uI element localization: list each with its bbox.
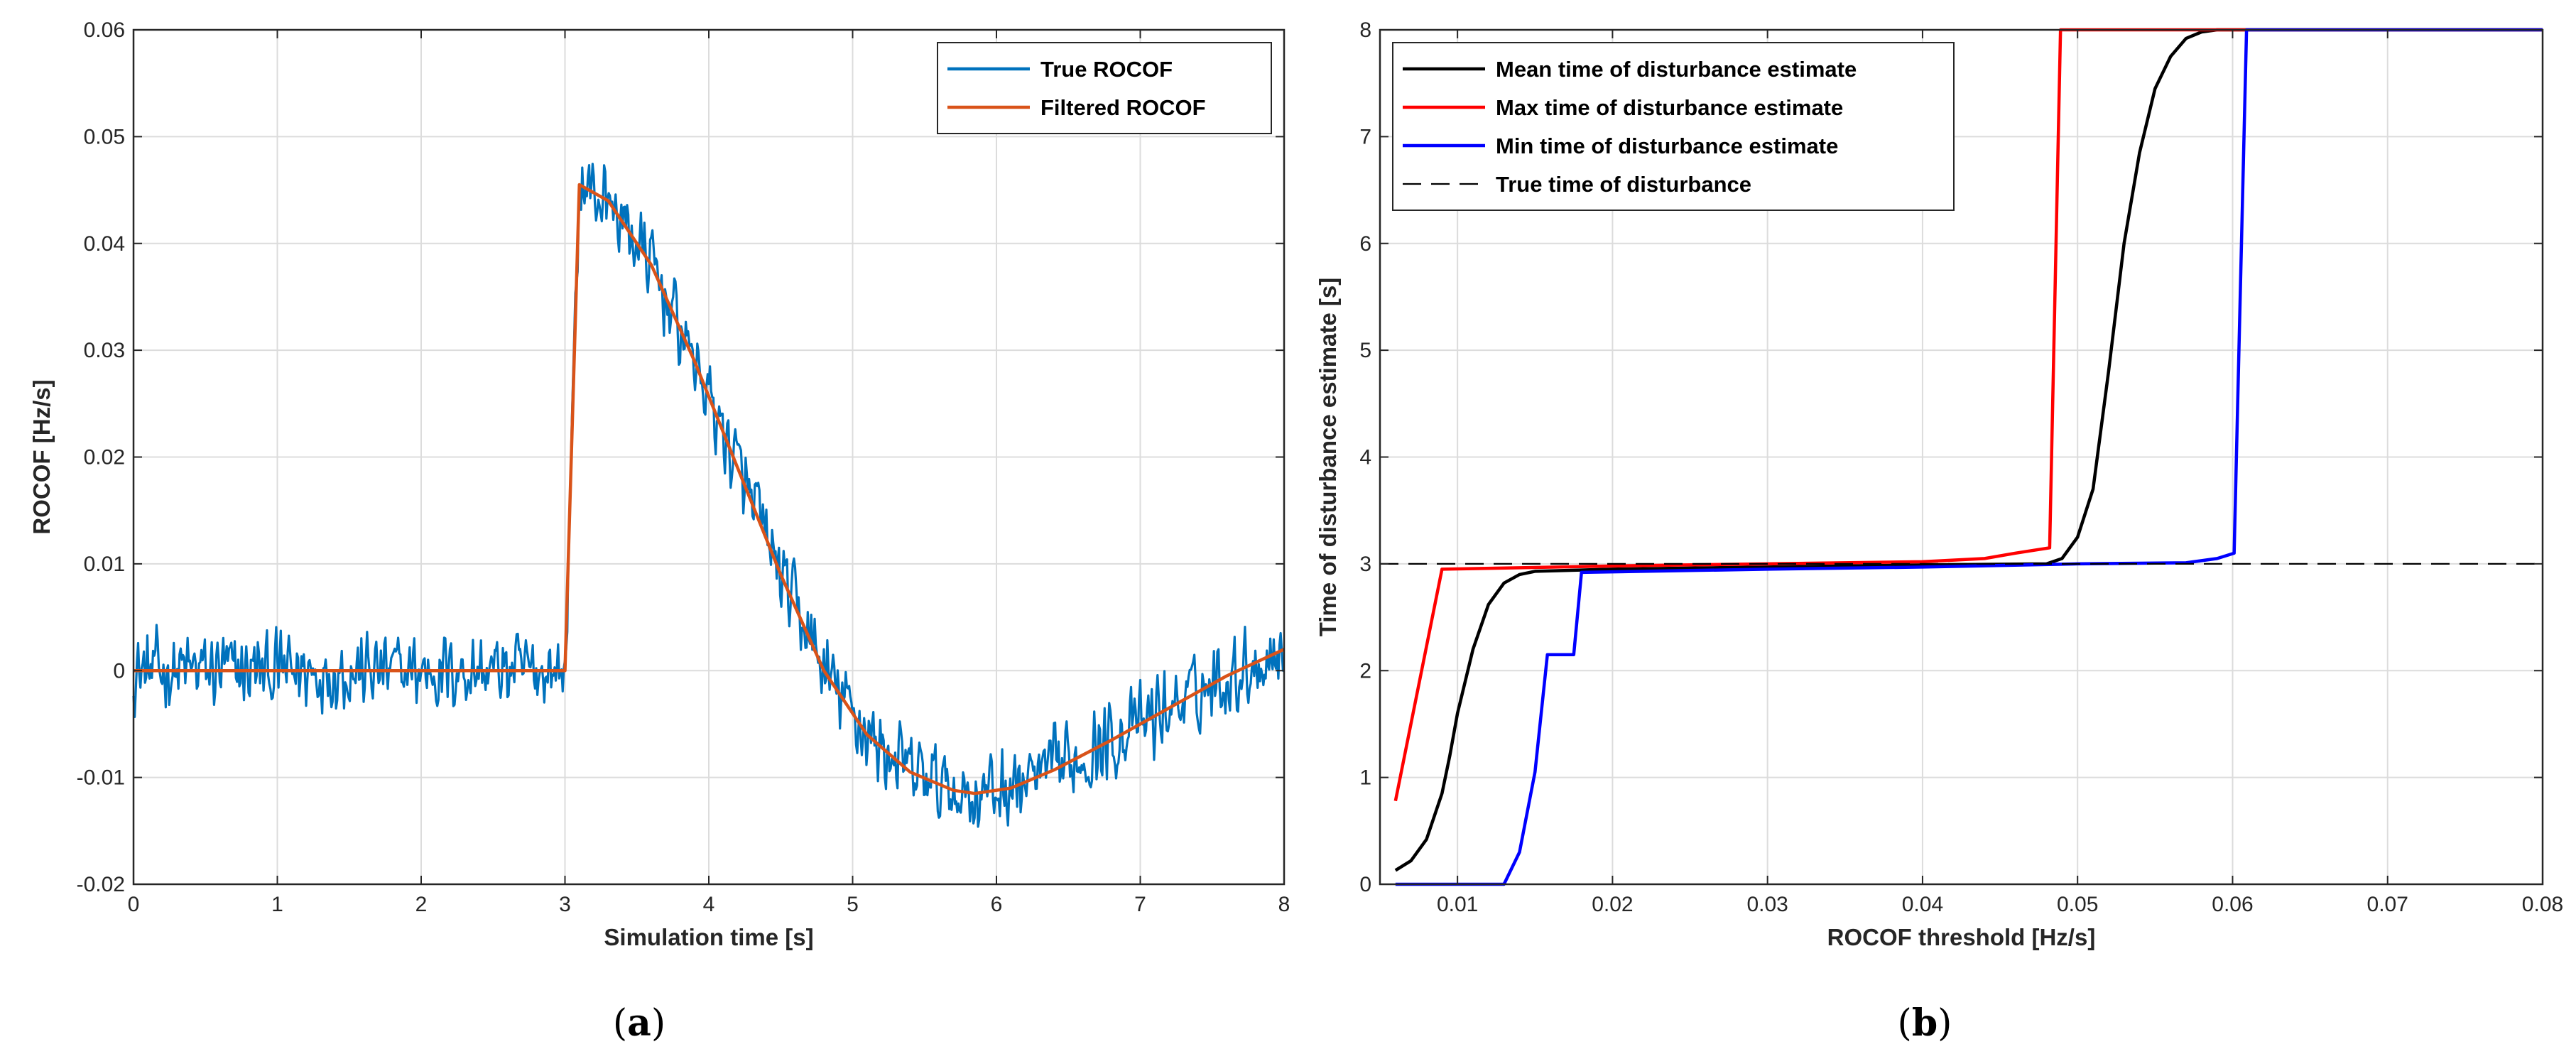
y-tick-label: 0.01 <box>84 553 125 576</box>
legend-entry: Filtered ROCOF <box>1040 95 1206 120</box>
y-tick-label: -0.01 <box>77 766 125 790</box>
y-tick-label: 0 <box>113 659 125 683</box>
legend: True ROCOF Filtered ROCOF <box>937 42 1272 134</box>
caption-a-letter: a <box>627 1001 651 1045</box>
y-tick-label: 0.02 <box>84 446 125 469</box>
y-tick-label: 3 <box>1359 553 1371 576</box>
caption-b-letter: b <box>1912 1001 1938 1045</box>
x-tick-label: 0.03 <box>1746 893 1788 916</box>
y-tick-label: 0 <box>1359 873 1371 896</box>
caption-a: (a) <box>613 1001 665 1045</box>
x-tick-label: 0.05 <box>2057 893 2098 916</box>
legend: Mean time of disturbance estimate Max tim… <box>1392 42 1955 211</box>
x-axis-label: Simulation time [s] <box>604 924 813 950</box>
y-tick-label: 0.05 <box>84 125 125 148</box>
y-tick-label: 2 <box>1359 659 1371 683</box>
x-tick-label: 5 <box>847 893 859 916</box>
x-tick-label: 0.06 <box>2212 893 2253 916</box>
series-max-time-of-disturbance-estimate <box>1393 28 2543 802</box>
panel-a-chart: 0 1 2 3 4 5 6 7 8 -0.02 -0.01 0 0.01 0.02 0.03 0.04 0.05… <box>28 18 1290 950</box>
x-tick-label: 7 <box>1134 893 1146 916</box>
legend-entry: Mean time of disturbance estimate <box>1496 57 1857 82</box>
series-min-time-of-disturbance-estimate <box>1395 28 2543 886</box>
y-tick-label: 5 <box>1359 339 1371 362</box>
y-axis-label: ROCOF [Hz/s] <box>28 379 55 534</box>
x-tick-label: 3 <box>559 893 571 916</box>
x-tick-label: 0.01 <box>1437 893 1478 916</box>
x-tick-label: 0.07 <box>2367 893 2408 916</box>
y-tick-label: 1 <box>1359 766 1371 790</box>
x-tick-label: 0.02 <box>1592 893 1633 916</box>
legend-entry: Min time of disturbance estimate <box>1496 134 1838 158</box>
x-tick-label: 0.04 <box>1902 893 1943 916</box>
y-tick-label: 0.06 <box>84 18 125 42</box>
x-tick-label: 4 <box>703 893 715 916</box>
x-tick-label: 1 <box>271 893 283 916</box>
y-tick-label: -0.02 <box>77 873 125 896</box>
legend-entry: True time of disturbance <box>1496 172 1751 197</box>
series-true-rocof <box>132 163 1285 828</box>
y-tick-label: 0.04 <box>84 232 125 256</box>
y-tick-label: 7 <box>1359 125 1371 148</box>
y-tick-label: 8 <box>1359 18 1371 42</box>
y-axis-label: Time of disturbance estimate [s] <box>1315 278 1341 637</box>
y-tick-label: 4 <box>1359 446 1371 469</box>
x-tick-label: 6 <box>991 893 1003 916</box>
y-tick-label: 6 <box>1359 232 1371 256</box>
x-tick-label: 8 <box>1278 893 1290 916</box>
x-tick-label: 2 <box>415 893 428 916</box>
y-tick-label: 0.03 <box>84 339 125 362</box>
x-tick-label: 0 <box>128 893 140 916</box>
x-axis-label: ROCOF threshold [Hz/s] <box>1827 924 2096 950</box>
series-filtered-rocof <box>134 183 1285 795</box>
legend-entry: True ROCOF <box>1040 57 1173 82</box>
caption-b: (b) <box>1898 1001 1952 1045</box>
x-tick-label: 0.08 <box>2522 893 2563 916</box>
legend-box <box>1392 42 1955 211</box>
legend-entry: Max time of disturbance estimate <box>1496 95 1843 120</box>
series-mean-time-of-disturbance-estimate <box>1394 28 2543 872</box>
legend-box <box>937 42 1272 134</box>
panel-b-chart: 0.01 0.02 0.03 0.04 0.05 0.06 0.07 0.08 0 1 2 3 4 5 6 7… <box>1315 18 2563 950</box>
